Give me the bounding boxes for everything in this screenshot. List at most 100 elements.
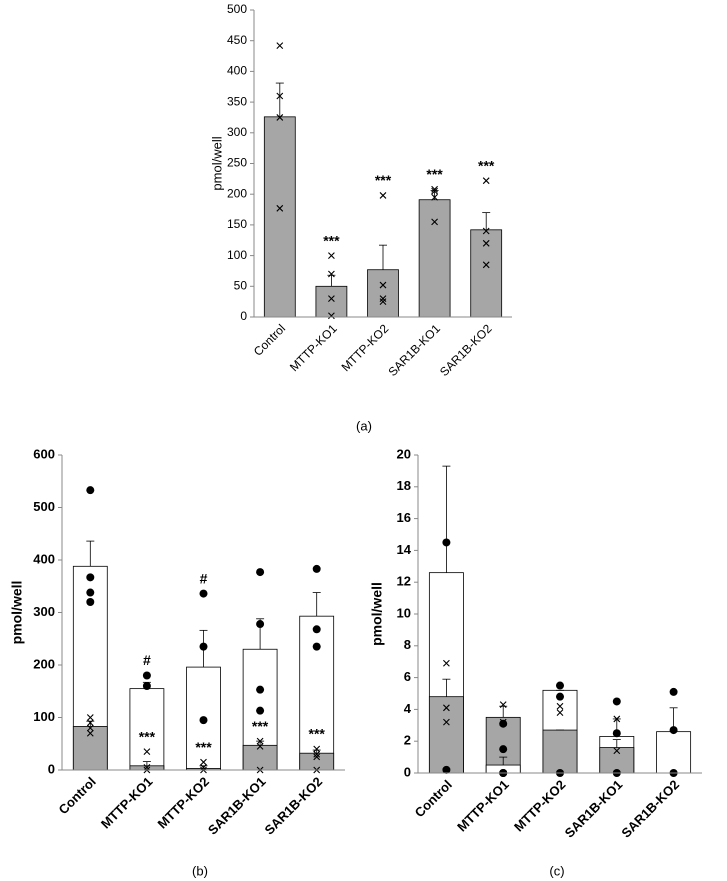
data-point	[612, 697, 621, 706]
data-point	[276, 42, 284, 50]
data-point	[379, 281, 387, 289]
annotation: ***	[309, 726, 326, 742]
data-point	[669, 726, 678, 735]
data-point	[312, 625, 321, 634]
data-point	[312, 564, 321, 573]
data-point	[442, 538, 451, 547]
x-tick-label: MTTP-KO2	[511, 777, 569, 835]
data-point	[199, 716, 208, 725]
data-point	[431, 218, 438, 226]
y-tick-label: 500	[33, 499, 55, 514]
y-tick-label: 450	[227, 33, 247, 47]
data-point	[256, 737, 264, 745]
data-point	[86, 486, 95, 495]
data-point	[669, 687, 678, 696]
y-tick-label: 16	[397, 510, 411, 525]
data-point	[556, 709, 564, 716]
data-point	[86, 719, 94, 727]
data-point	[499, 701, 507, 709]
bar	[367, 269, 399, 318]
x-tick-label: SAR1B-KO2	[262, 774, 326, 838]
data-point	[328, 270, 335, 278]
data-point	[142, 682, 151, 690]
data-point	[612, 729, 621, 738]
y-tick-label: 500	[227, 2, 247, 16]
data-point	[556, 692, 564, 701]
data-point	[499, 718, 507, 726]
bar	[315, 285, 348, 318]
y-tick-label: 150	[227, 217, 247, 231]
x-tick-label: MTTP-KO2	[339, 321, 392, 374]
data-point	[443, 718, 450, 726]
data-point	[199, 589, 208, 598]
data-point	[86, 573, 95, 582]
data-point	[443, 704, 450, 712]
x-tick-label: SAR1B-KO2	[618, 777, 682, 841]
data-point	[256, 706, 265, 715]
x-tick-label: Control	[56, 774, 99, 817]
data-point	[482, 177, 490, 185]
y-tick-label: 2	[404, 733, 411, 748]
data-point	[200, 758, 207, 766]
data-point	[613, 747, 621, 755]
x-tick-label: MTTP-KO2	[154, 774, 212, 832]
data-point	[328, 312, 335, 320]
y-tick-label: 12	[397, 574, 411, 589]
bar	[656, 731, 692, 774]
data-point	[431, 187, 438, 195]
y-tick-label: 400	[33, 551, 55, 566]
data-point	[313, 750, 321, 758]
y-axis-label: pmol/well	[9, 581, 25, 645]
y-tick-label: 18	[397, 478, 411, 493]
data-point	[443, 659, 450, 667]
x-tick-label: MTTP-KO1	[454, 777, 512, 835]
data-point	[143, 748, 151, 756]
annotation: ***	[139, 728, 156, 744]
data-point	[313, 753, 321, 761]
panel-label: (c)	[549, 863, 564, 878]
annotation: #	[143, 652, 151, 668]
data-point	[256, 620, 265, 629]
annotation: ***	[195, 739, 212, 755]
data-point	[256, 685, 265, 694]
x-tick-label: SAR1B-KO1	[205, 774, 269, 838]
y-axis-label: pmol/well	[209, 136, 224, 190]
y-tick-label: 20	[397, 446, 411, 461]
x-tick-label: Control	[412, 777, 455, 820]
data-point	[482, 239, 490, 247]
data-point	[379, 298, 387, 306]
data-point	[499, 745, 508, 754]
annotation: #	[200, 570, 208, 586]
y-tick-label: 350	[227, 94, 247, 108]
y-tick-label: 6	[404, 669, 411, 684]
panel-label: (b)	[192, 863, 208, 878]
bar	[428, 696, 464, 774]
bar	[418, 199, 451, 318]
y-tick-label: 200	[33, 656, 55, 671]
data-point	[86, 729, 94, 737]
y-tick-label: 14	[397, 542, 412, 557]
y-tick-label: 300	[227, 125, 247, 139]
data-point	[431, 193, 438, 201]
data-point	[556, 681, 564, 690]
data-point	[499, 719, 508, 728]
y-tick-label: 4	[404, 701, 412, 716]
annotation: ***	[375, 172, 392, 188]
bar	[299, 752, 335, 771]
data-point	[143, 763, 151, 771]
y-tick-label: 600	[33, 446, 55, 461]
data-point	[312, 642, 321, 651]
data-point	[328, 295, 335, 302]
x-tick-label: SAR1B-KO1	[385, 321, 443, 379]
data-point	[200, 763, 207, 771]
data-point	[431, 185, 438, 193]
annotation: ***	[478, 157, 495, 173]
x-tick-label: Control	[251, 321, 288, 358]
data-point	[86, 598, 95, 606]
annotation: ***	[426, 166, 443, 182]
y-tick-label: 400	[227, 64, 247, 78]
y-tick-label: 300	[33, 604, 55, 619]
x-tick-label: SAR1B-KO2	[437, 321, 495, 379]
panel-label: (a)	[356, 418, 372, 433]
